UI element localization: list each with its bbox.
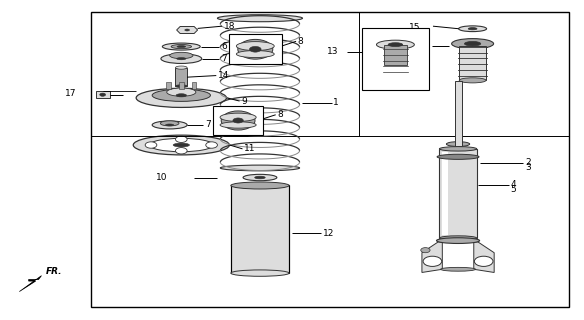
Bar — [91, 12, 569, 307]
Ellipse shape — [238, 39, 273, 59]
Ellipse shape — [237, 42, 274, 51]
Ellipse shape — [169, 52, 193, 59]
Ellipse shape — [243, 174, 277, 181]
Circle shape — [100, 93, 106, 96]
Ellipse shape — [171, 44, 192, 49]
Ellipse shape — [221, 111, 255, 130]
Bar — [454, 81, 461, 146]
Text: 1: 1 — [333, 98, 339, 107]
Ellipse shape — [176, 94, 186, 97]
Text: 9: 9 — [241, 97, 247, 106]
Bar — [439, 149, 477, 238]
Text: 8: 8 — [277, 110, 283, 119]
Text: 2: 2 — [525, 158, 531, 167]
Ellipse shape — [437, 154, 479, 159]
Ellipse shape — [388, 43, 403, 46]
Ellipse shape — [162, 43, 200, 50]
Ellipse shape — [231, 270, 289, 276]
Text: 15: 15 — [409, 23, 420, 32]
Text: 8: 8 — [298, 37, 304, 46]
Ellipse shape — [152, 89, 210, 101]
Bar — [229, 34, 281, 64]
Ellipse shape — [185, 29, 189, 31]
Text: 12: 12 — [323, 229, 334, 238]
Ellipse shape — [220, 165, 300, 171]
Bar — [362, 28, 429, 90]
Ellipse shape — [439, 147, 477, 151]
Ellipse shape — [167, 88, 196, 96]
Text: 3: 3 — [525, 164, 531, 172]
Ellipse shape — [133, 135, 230, 155]
Polygon shape — [474, 242, 494, 272]
Ellipse shape — [255, 176, 265, 179]
Circle shape — [420, 248, 430, 253]
Circle shape — [423, 256, 442, 267]
Ellipse shape — [231, 182, 289, 189]
Text: 6: 6 — [221, 42, 227, 51]
Bar — [96, 92, 110, 98]
Ellipse shape — [175, 85, 187, 87]
Ellipse shape — [176, 58, 186, 60]
Text: 14: 14 — [218, 71, 230, 80]
Text: 10: 10 — [157, 173, 168, 182]
Ellipse shape — [468, 28, 477, 30]
Circle shape — [175, 148, 187, 154]
Ellipse shape — [220, 113, 256, 122]
Text: FR.: FR. — [46, 267, 62, 276]
Circle shape — [145, 142, 157, 148]
Ellipse shape — [459, 78, 486, 83]
Ellipse shape — [161, 54, 201, 63]
Ellipse shape — [150, 138, 213, 152]
Ellipse shape — [152, 121, 187, 129]
Bar — [175, 68, 187, 86]
Text: 4: 4 — [510, 180, 516, 189]
Bar — [231, 186, 289, 273]
Bar — [442, 152, 447, 235]
Ellipse shape — [173, 143, 189, 147]
Ellipse shape — [166, 124, 173, 126]
Ellipse shape — [161, 121, 179, 126]
Circle shape — [206, 142, 217, 148]
Ellipse shape — [458, 26, 486, 32]
Ellipse shape — [177, 46, 186, 48]
Ellipse shape — [377, 40, 415, 49]
Text: 11: 11 — [244, 144, 256, 153]
Text: 18: 18 — [224, 22, 235, 31]
Ellipse shape — [446, 142, 470, 147]
Bar — [179, 82, 183, 89]
Ellipse shape — [451, 39, 493, 49]
Bar — [192, 82, 196, 89]
Text: 17: 17 — [65, 89, 77, 98]
Circle shape — [175, 136, 187, 142]
Text: 7: 7 — [221, 54, 227, 63]
Ellipse shape — [440, 268, 475, 271]
Text: 7: 7 — [205, 120, 211, 130]
Ellipse shape — [436, 238, 479, 244]
Bar — [459, 46, 486, 80]
Polygon shape — [176, 27, 197, 34]
Ellipse shape — [217, 15, 303, 22]
Ellipse shape — [237, 51, 274, 58]
Ellipse shape — [233, 118, 244, 123]
Circle shape — [474, 256, 493, 267]
Text: 16: 16 — [410, 42, 421, 52]
Ellipse shape — [439, 236, 477, 240]
Bar — [213, 107, 263, 134]
Ellipse shape — [464, 42, 481, 46]
Ellipse shape — [220, 122, 256, 128]
Bar — [384, 45, 407, 65]
Ellipse shape — [249, 46, 261, 52]
Polygon shape — [422, 242, 442, 272]
Polygon shape — [19, 276, 41, 292]
Text: 13: 13 — [327, 47, 339, 56]
Bar — [166, 82, 171, 89]
Ellipse shape — [136, 88, 227, 108]
Text: 5: 5 — [510, 185, 516, 194]
Ellipse shape — [175, 66, 187, 69]
